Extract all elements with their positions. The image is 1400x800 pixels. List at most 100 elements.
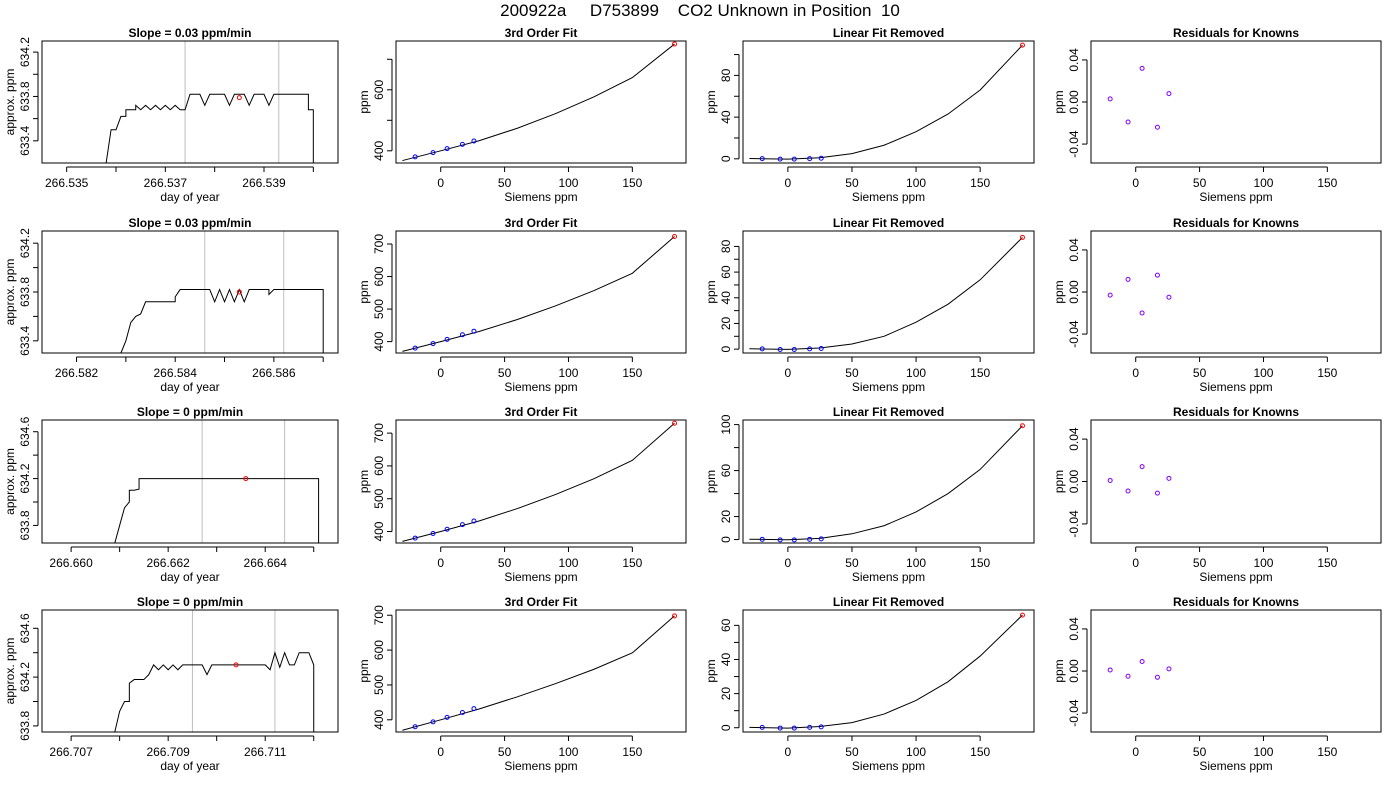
known-point	[777, 537, 783, 543]
x-tick-label: 50	[498, 366, 512, 380]
plot-frame	[742, 419, 1035, 544]
panel-linear-fit-removed: Linear Fit Removed Siemens ppm ppm 0 50 100 15…	[704, 595, 1035, 773]
y-tick-label: 0.04	[1067, 48, 1081, 72]
y-tick-label: -0.04	[1067, 130, 1081, 158]
x-axis-label: Siemens ppm	[852, 570, 925, 584]
plot-area	[749, 42, 1025, 162]
x-tick-label: 0	[1132, 176, 1139, 190]
page-title: 200922a D753899 CO2 Unknown in Position …	[500, 1, 900, 20]
residual-point	[1166, 475, 1172, 481]
x-tick-label: 150	[970, 366, 990, 380]
plot-frame	[1090, 419, 1382, 544]
x-axis-label: Siemens ppm	[504, 380, 577, 394]
y-tick-label: 634.6	[18, 613, 32, 643]
y-axis-label: ppm	[1052, 90, 1066, 113]
known-point	[430, 719, 436, 725]
panel-residuals: Residuals for Knowns Siemens ppm ppm 0 50 100…	[1052, 595, 1382, 773]
y-tick-label: 0	[719, 536, 733, 543]
residual-point	[1107, 96, 1113, 102]
panel-title: 3rd Order Fit	[505, 216, 578, 230]
fit-curve	[402, 43, 675, 162]
x-tick-label: 100	[906, 556, 926, 570]
plot-frame	[742, 40, 1035, 164]
x-tick-label: 50	[1193, 745, 1207, 759]
x-tick-label: 150	[1317, 556, 1337, 570]
plot-area	[749, 234, 1025, 353]
residual-point	[1125, 276, 1131, 282]
x-tick-label: 100	[1253, 745, 1273, 759]
y-tick-label: 400	[372, 709, 386, 729]
known-point	[777, 347, 783, 353]
y-axis-label: ppm	[357, 90, 371, 113]
panel-title: Linear Fit Removed	[833, 595, 944, 609]
x-tick-label: 50	[1193, 556, 1207, 570]
panel-title: Linear Fit Removed	[833, 26, 944, 40]
known-point	[818, 155, 824, 161]
x-axis-label: Siemens ppm	[852, 190, 925, 204]
known-point	[791, 537, 797, 543]
fit-curve	[402, 422, 675, 542]
y-tick-label: 60	[719, 265, 733, 279]
panel-time-trace: Slope = 0 ppm/min day of year approx. ppm 2…	[3, 595, 339, 773]
fit-curve	[749, 614, 1023, 729]
x-tick-label: 266.584	[154, 366, 198, 380]
y-tick-label: -0.04	[1067, 320, 1081, 348]
known-point	[759, 536, 765, 542]
x-axis-label: Siemens ppm	[1199, 570, 1272, 584]
x-tick-label: 0	[437, 176, 444, 190]
known-point	[430, 530, 436, 536]
unknown-point	[672, 41, 678, 47]
known-point	[444, 714, 450, 720]
x-tick-label: 150	[622, 366, 642, 380]
x-tick-label: 266.582	[55, 366, 99, 380]
y-axis-label: ppm	[1052, 659, 1066, 682]
y-axis-label: ppm	[1052, 470, 1066, 493]
residual-point	[1154, 490, 1160, 496]
y-tick-label: 633.4	[18, 125, 32, 155]
y-tick-label: 20	[719, 510, 733, 524]
y-tick-label: 80	[719, 68, 733, 82]
y-tick-label: 400	[372, 331, 386, 351]
known-point	[471, 328, 477, 334]
x-tick-label: 0	[437, 366, 444, 380]
panel-title: Slope = 0 ppm/min	[137, 595, 243, 609]
x-tick-label: 0	[785, 176, 792, 190]
known-point	[430, 341, 436, 347]
y-tick-label: 700	[372, 605, 386, 625]
panel-3rd-order-fit: 3rd Order Fit Siemens ppm ppm 0 50 100 150 400 5…	[357, 595, 687, 773]
x-tick-label: 266.660	[49, 556, 93, 570]
x-tick-label: 266.711	[244, 745, 287, 759]
x-tick-label: 150	[970, 745, 990, 759]
plot-area	[749, 423, 1025, 543]
x-tick-label: 0	[785, 366, 792, 380]
x-axis-label: day of year	[160, 190, 219, 204]
fit-curve	[749, 44, 1023, 160]
y-tick-label: 500	[372, 488, 386, 508]
y-axis-label: ppm	[704, 280, 718, 303]
y-tick-label: 0.04	[1067, 617, 1081, 641]
y-tick-label: 634.2	[18, 37, 32, 67]
panel-time-trace: Slope = 0 ppm/min day of year approx. ppm 2…	[3, 405, 339, 584]
x-tick-label: 50	[498, 556, 512, 570]
panel-title: Slope = 0.03 ppm/min	[128, 26, 251, 40]
y-tick-label: 634.2	[18, 662, 32, 692]
x-tick-label: 0	[1132, 556, 1139, 570]
x-tick-label: 100	[906, 176, 926, 190]
y-tick-label: 40	[719, 110, 733, 124]
x-tick-label: 100	[1253, 176, 1273, 190]
concentration-trace	[120, 288, 324, 353]
plot-area	[402, 613, 678, 731]
known-point	[412, 154, 418, 160]
y-tick-label: 0	[719, 155, 733, 162]
x-tick-label: 150	[622, 745, 642, 759]
y-axis-label: ppm	[704, 90, 718, 113]
panel-3rd-order-fit: 3rd Order Fit Siemens ppm ppm 0 50 100 150 400 6…	[357, 26, 687, 204]
plot-area	[120, 231, 324, 353]
x-axis-label: day of year	[160, 570, 219, 584]
x-tick-label: 50	[845, 556, 859, 570]
y-axis-label: ppm	[704, 659, 718, 682]
plot-frame	[1090, 230, 1382, 354]
plot-area	[105, 41, 314, 163]
panel-residuals: Residuals for Knowns Siemens ppm ppm 0 50 100…	[1052, 405, 1382, 584]
x-tick-label: 0	[1132, 366, 1139, 380]
